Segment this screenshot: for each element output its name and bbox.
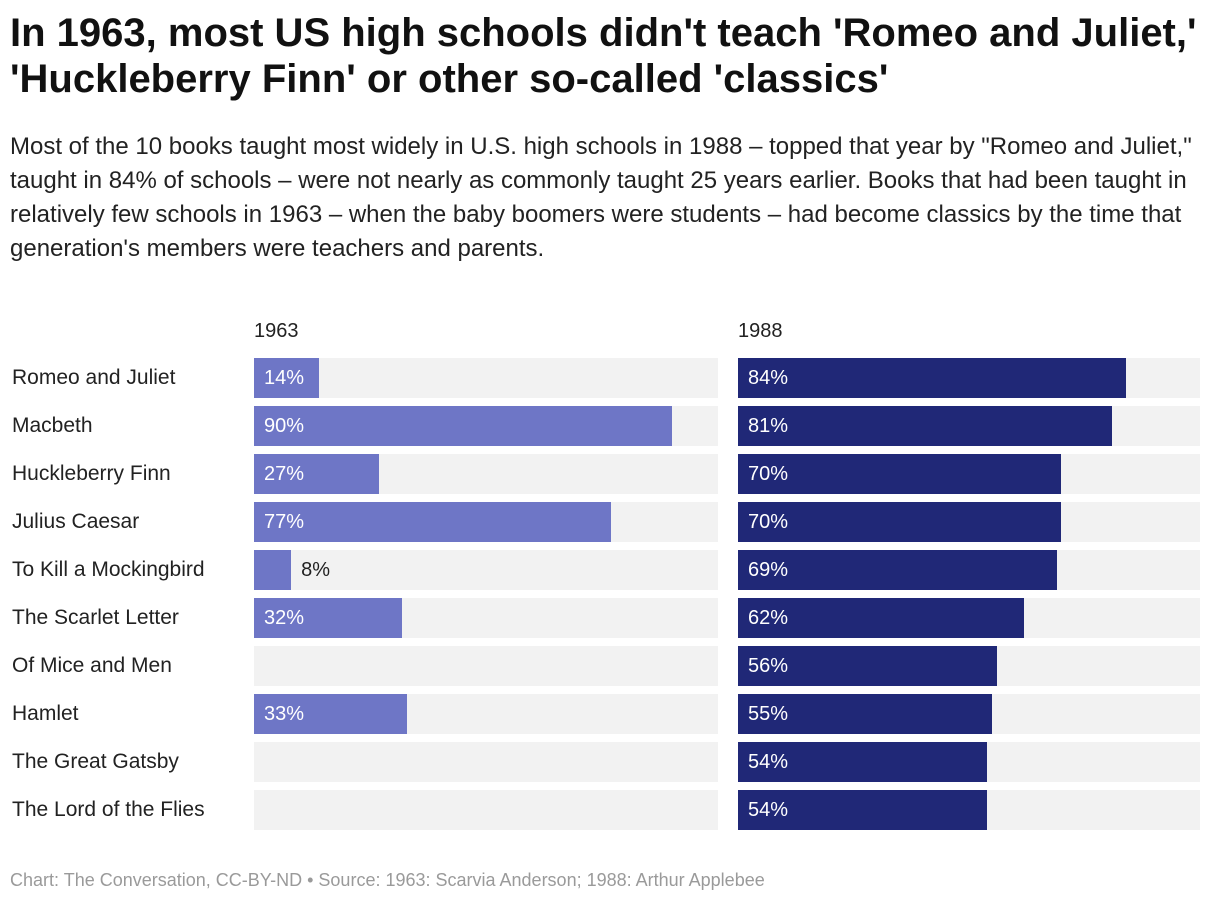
- bar-track: 56%: [738, 646, 1200, 686]
- bar-1963: [254, 550, 292, 590]
- chart-subtitle: Most of the 10 books taught most widely …: [10, 133, 1192, 262]
- bar-track: [254, 790, 718, 830]
- data-label: 14%: [264, 367, 305, 389]
- category-label: Macbeth: [12, 414, 93, 437]
- bar-1988: [738, 646, 997, 686]
- data-label: 62%: [748, 607, 789, 629]
- category-label: Julius Caesar: [12, 510, 140, 533]
- bar-track: 62%: [738, 598, 1200, 638]
- bar-1963: [254, 454, 380, 494]
- data-label: 56%: [748, 655, 789, 677]
- bar-track: 54%: [738, 742, 1200, 782]
- category-label: Romeo and Juliet: [12, 366, 176, 389]
- data-label: 69%: [748, 559, 789, 581]
- bar-1988: [738, 550, 1057, 590]
- bar-1988: [738, 694, 993, 734]
- bar-1988: [738, 598, 1025, 638]
- data-label: 33%: [264, 703, 305, 725]
- bar-track: [254, 646, 718, 686]
- data-label: 81%: [748, 415, 789, 437]
- data-label: 70%: [748, 463, 789, 485]
- bar-1988: [738, 742, 988, 782]
- bar-track: 77%: [254, 502, 718, 542]
- bar-track: 70%: [738, 502, 1200, 542]
- bar-1963: [254, 694, 408, 734]
- bar-track: 14%: [254, 358, 718, 398]
- bar-track: 33%: [254, 694, 718, 734]
- data-label: 77%: [264, 511, 305, 533]
- bar-1963: [254, 598, 403, 638]
- bar-1988: [738, 502, 1062, 542]
- data-label: 54%: [748, 799, 789, 821]
- data-label: 55%: [748, 703, 789, 725]
- bar-1988: [738, 406, 1113, 446]
- bar-track: 81%: [738, 406, 1200, 446]
- chart-footer: Chart: The Conversation, CC-BY-ND • Sour…: [10, 870, 765, 890]
- category-label: Huckleberry Finn: [12, 462, 171, 485]
- bar-track: 90%: [254, 406, 718, 446]
- category-label: Hamlet: [12, 702, 79, 725]
- data-label: 27%: [264, 463, 305, 485]
- bar-1963: [254, 358, 319, 398]
- series-header-1963: 1963: [254, 320, 299, 342]
- bar-1988: [738, 790, 988, 830]
- category-label: Of Mice and Men: [12, 654, 172, 677]
- chart-title: In 1963, most US high schools didn't tea…: [10, 11, 1197, 101]
- bar-track: 32%: [254, 598, 718, 638]
- category-label: The Great Gatsby: [12, 750, 179, 773]
- bar-track: [254, 742, 718, 782]
- bar-1988: [738, 454, 1062, 494]
- category-label: The Lord of the Flies: [12, 798, 205, 821]
- series-header-1988: 1988: [738, 320, 783, 342]
- data-label: 70%: [748, 511, 789, 533]
- data-label: 32%: [264, 607, 305, 629]
- bar-1988: [738, 358, 1127, 398]
- data-label: 8%: [301, 559, 331, 581]
- bar-track: 84%: [738, 358, 1200, 398]
- bar-track: 54%: [738, 790, 1200, 830]
- category-label: The Scarlet Letter: [12, 606, 179, 629]
- bar-track: 8%: [254, 550, 718, 590]
- bar-track: 55%: [738, 694, 1200, 734]
- bar-1963: [254, 406, 672, 446]
- data-label: 84%: [748, 367, 789, 389]
- data-label: 54%: [748, 751, 789, 773]
- data-label: 90%: [264, 415, 305, 437]
- bar-track: 70%: [738, 454, 1200, 494]
- bar-track: 69%: [738, 550, 1200, 590]
- bar-track: 27%: [254, 454, 718, 494]
- bar-1963: [254, 502, 612, 542]
- category-label: To Kill a Mockingbird: [12, 558, 205, 581]
